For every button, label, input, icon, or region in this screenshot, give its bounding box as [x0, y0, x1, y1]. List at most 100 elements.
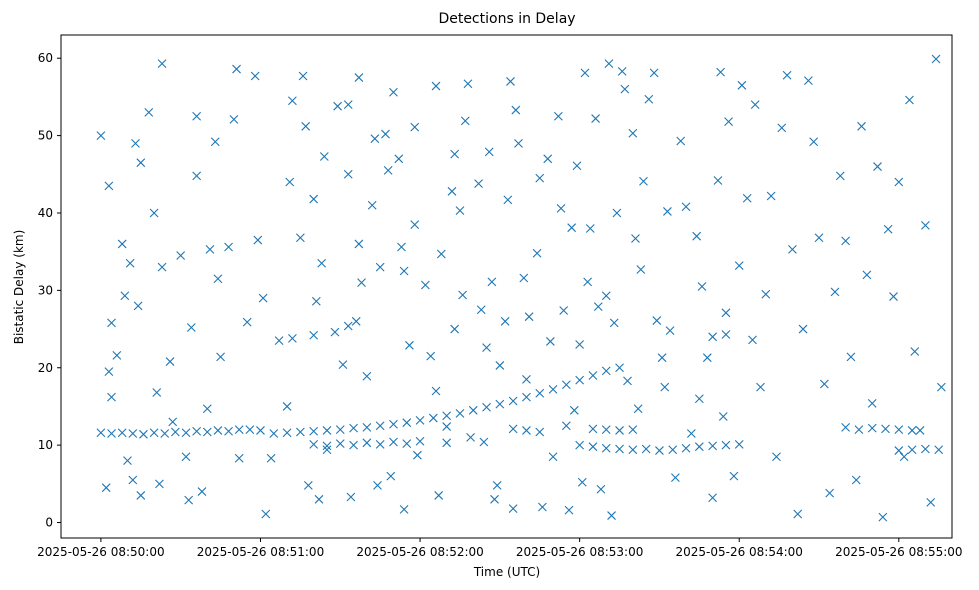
data-point: [615, 426, 624, 435]
data-point: [724, 117, 733, 127]
data-point: [282, 428, 292, 438]
data-point: [389, 437, 398, 447]
x-tick-label: 2025-05-26 08:54:00: [675, 545, 802, 559]
data-point: [803, 76, 813, 86]
x-tick-label: 2025-05-26 08:50:00: [37, 545, 164, 559]
data-point: [934, 445, 944, 455]
data-point: [495, 361, 505, 370]
data-point: [628, 425, 638, 435]
data-point: [873, 162, 882, 171]
data-point: [628, 128, 638, 138]
data-point: [798, 324, 808, 334]
data-point: [152, 388, 162, 397]
data-point: [104, 367, 114, 377]
data-point: [862, 270, 872, 280]
data-point: [782, 70, 792, 80]
data-point: [636, 265, 646, 274]
data-point: [351, 316, 361, 326]
data-point: [708, 332, 718, 342]
data-point: [487, 277, 497, 287]
y-tick-label: 10: [38, 438, 53, 452]
data-point: [399, 266, 409, 276]
data-point: [601, 443, 611, 453]
data-point: [867, 423, 877, 433]
data-point: [535, 427, 545, 437]
data-point: [567, 223, 577, 233]
data-point: [170, 427, 180, 437]
data-point: [309, 426, 319, 436]
data-point: [261, 509, 271, 519]
scatter-marks: [96, 54, 946, 522]
data-point: [623, 376, 632, 386]
y-tick-label: 40: [38, 206, 53, 220]
data-point: [553, 111, 563, 121]
data-point: [224, 426, 233, 436]
data-point: [234, 425, 244, 435]
data-point: [857, 121, 866, 131]
y-tick-label: 0: [45, 516, 53, 530]
data-point: [258, 293, 268, 303]
data-point: [125, 258, 135, 268]
data-point: [442, 411, 452, 421]
data-point: [580, 68, 590, 78]
data-point: [128, 475, 138, 485]
data-point: [107, 392, 116, 402]
data-point: [750, 100, 760, 110]
data-point: [734, 439, 744, 449]
data-point: [338, 360, 348, 370]
data-point: [474, 179, 483, 188]
y-axis-ticks: 0 10 20 30 40 50 60: [38, 51, 61, 530]
data-point: [373, 480, 382, 490]
data-point: [242, 317, 252, 327]
data-point: [809, 137, 819, 147]
data-point: [333, 101, 342, 111]
data-point: [96, 131, 106, 140]
data-point: [907, 445, 917, 455]
data-point: [921, 444, 930, 454]
data-point: [910, 347, 920, 356]
data-point: [346, 492, 356, 502]
data-point: [734, 261, 744, 270]
data-point: [349, 423, 358, 433]
data-point: [375, 262, 385, 272]
data-point: [660, 382, 670, 392]
data-point: [561, 421, 571, 431]
data-point: [511, 105, 521, 115]
data-point: [601, 366, 611, 376]
data-point: [588, 371, 598, 380]
data-point: [604, 59, 614, 69]
data-point: [556, 203, 566, 213]
data-point: [274, 336, 284, 346]
data-point: [538, 502, 547, 512]
data-point: [192, 111, 202, 121]
data-point: [793, 509, 803, 519]
data-point: [399, 504, 409, 514]
data-point: [596, 484, 606, 494]
data-point: [107, 318, 116, 328]
data-point: [756, 382, 765, 392]
data-point: [788, 244, 797, 254]
data-point: [936, 382, 946, 392]
data-point: [415, 415, 425, 425]
data-point: [335, 425, 345, 435]
data-point: [117, 239, 127, 249]
data-point: [362, 422, 372, 432]
plot-frame: [60, 34, 953, 539]
data-point: [415, 436, 425, 446]
data-point: [309, 330, 319, 340]
data-point: [120, 291, 130, 301]
data-point: [413, 450, 422, 460]
data-point: [303, 480, 313, 490]
data-point: [931, 54, 941, 64]
data-point: [495, 399, 505, 409]
data-point: [841, 422, 851, 432]
data-point: [492, 480, 502, 490]
data-point: [721, 308, 731, 318]
data-point: [250, 71, 260, 81]
data-point: [466, 433, 475, 442]
data-point: [522, 392, 531, 402]
data-point: [607, 511, 616, 520]
data-point: [288, 333, 297, 343]
data-point: [343, 100, 353, 110]
